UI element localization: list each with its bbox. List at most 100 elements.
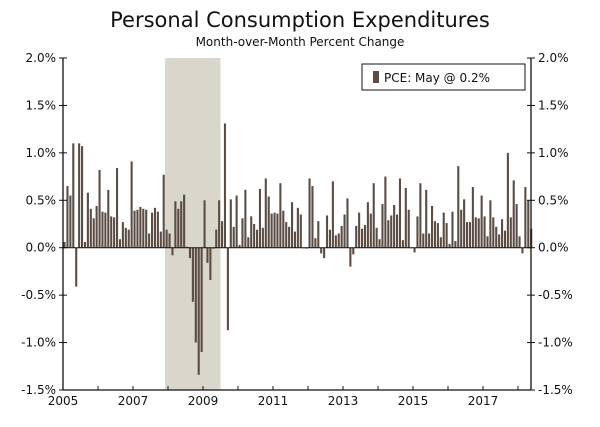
y-tick-label-left: -1.0% (21, 336, 56, 350)
bar (431, 205, 434, 248)
bar (121, 222, 124, 248)
bar (416, 216, 419, 248)
bar (308, 178, 311, 248)
bar (78, 143, 81, 248)
bar (145, 209, 148, 248)
bar (492, 217, 495, 248)
bar (489, 200, 492, 248)
bar (501, 219, 504, 248)
bar (521, 247, 524, 254)
bar (355, 225, 358, 248)
bar (445, 223, 448, 248)
bar (98, 169, 101, 248)
bar (471, 187, 474, 248)
bar (267, 196, 270, 248)
bar (279, 183, 282, 248)
y-tick-label-right: 2.0% (538, 51, 569, 65)
bar (107, 189, 110, 248)
bar (527, 200, 530, 248)
bar (183, 194, 186, 248)
bar-group (63, 123, 533, 375)
y-tick-label-right: 1.5% (538, 98, 569, 112)
bar (232, 226, 235, 248)
bar (171, 247, 174, 256)
x-tick-label: 2009 (188, 394, 219, 408)
bar (148, 233, 151, 248)
bar (390, 215, 393, 248)
bar (320, 247, 323, 254)
bar (468, 222, 472, 248)
bar (328, 229, 332, 248)
bar (253, 224, 256, 248)
bar (442, 212, 445, 248)
bar (293, 231, 297, 248)
bar (498, 234, 501, 248)
y-tick-label-left: 0.0% (26, 241, 57, 255)
bar (261, 227, 264, 248)
bar (180, 201, 183, 248)
bar (63, 242, 66, 248)
y-tick-label-right: -1.5% (538, 383, 573, 397)
y-tick-label-left: 1.5% (26, 98, 57, 112)
bar (466, 222, 469, 248)
bar (282, 210, 285, 248)
y-tick-label-left: 0.5% (26, 193, 57, 207)
bar (363, 224, 367, 248)
bar (127, 229, 130, 248)
bar (407, 209, 410, 248)
y-tick-label-left: -0.5% (21, 288, 56, 302)
bar (270, 213, 273, 248)
bar (317, 221, 320, 248)
bar (299, 214, 302, 248)
bar (118, 239, 122, 248)
bar (515, 204, 518, 248)
bar (393, 205, 396, 248)
bar (460, 209, 463, 248)
bar (334, 235, 337, 248)
y-tick-label-right: 0.0% (538, 241, 569, 255)
bar (72, 143, 75, 248)
y-tick-label-right: 0.5% (538, 193, 569, 207)
bar (361, 228, 364, 248)
bar (448, 243, 451, 248)
bar (86, 192, 89, 248)
bar (159, 231, 162, 248)
bar (439, 237, 442, 248)
bar (273, 212, 276, 248)
bar (451, 211, 454, 248)
bar (413, 247, 416, 253)
bar (384, 176, 387, 248)
bar (375, 227, 378, 248)
bar (194, 247, 197, 343)
bar (188, 247, 192, 259)
bar (340, 225, 343, 248)
bar (153, 207, 157, 248)
x-tick-label: 2011 (258, 394, 289, 408)
bar (206, 247, 209, 263)
bar (474, 217, 477, 248)
legend-swatch (373, 71, 379, 83)
bar (116, 168, 119, 248)
bar (156, 211, 159, 248)
bar (425, 189, 428, 248)
y-tick-label-left: -1.5% (21, 383, 56, 397)
bar (83, 242, 87, 248)
bar (133, 210, 136, 248)
legend-label: PCE: May @ 0.2% (384, 71, 490, 85)
bar (165, 229, 168, 248)
bar (95, 205, 98, 248)
bar (323, 247, 326, 259)
bar (221, 221, 224, 248)
x-tick-label: 2013 (328, 394, 359, 408)
bar (419, 183, 422, 248)
legend: PCE: May @ 0.2% (361, 63, 526, 91)
bar (518, 236, 521, 248)
bar (104, 212, 107, 248)
bar (381, 204, 384, 248)
bar (264, 178, 267, 248)
bar (343, 214, 346, 248)
bar (256, 229, 259, 248)
bar (81, 146, 84, 248)
bar (457, 166, 460, 248)
